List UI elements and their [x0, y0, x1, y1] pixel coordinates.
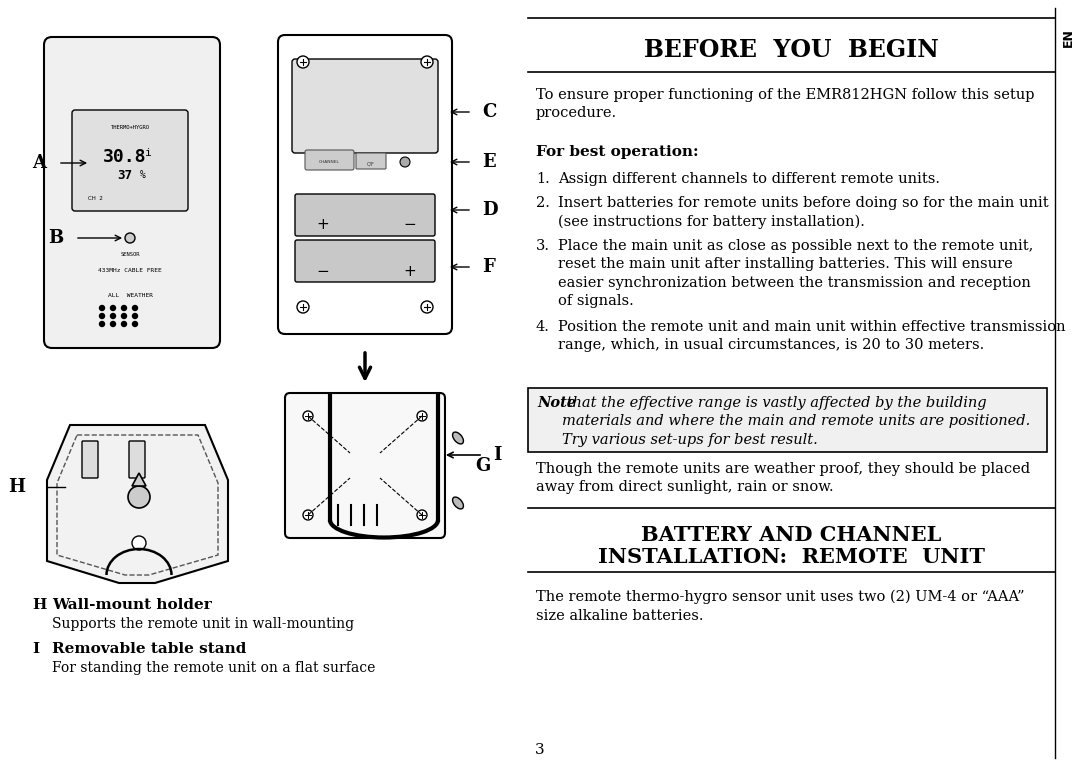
Text: +: + [404, 264, 417, 279]
Text: I: I [492, 446, 501, 464]
Text: INSTALLATION:  REMOTE  UNIT: INSTALLATION: REMOTE UNIT [597, 547, 985, 567]
Text: For standing the remote unit on a flat surface: For standing the remote unit on a flat s… [52, 661, 376, 675]
Text: BATTERY AND CHANNEL: BATTERY AND CHANNEL [640, 525, 941, 545]
Text: To ensure proper functioning of the EMR812HGN follow this setup
procedure.: To ensure proper functioning of the EMR8… [536, 88, 1035, 120]
Text: 4.: 4. [536, 320, 550, 334]
FancyBboxPatch shape [292, 59, 438, 153]
Ellipse shape [453, 497, 463, 509]
Text: The remote thermo-hygro sensor unit uses two (2) UM-4 or “AAA”
size alkaline bat: The remote thermo-hygro sensor unit uses… [536, 590, 1025, 623]
Text: A: A [32, 154, 46, 172]
Circle shape [110, 306, 116, 310]
Circle shape [99, 322, 105, 326]
Circle shape [121, 322, 126, 326]
Text: For best operation:: For best operation: [536, 145, 699, 159]
Text: Insert batteries for remote units before doing so for the main unit
(see instruc: Insert batteries for remote units before… [558, 196, 1049, 229]
Text: ALL  WEATHER: ALL WEATHER [108, 293, 152, 298]
FancyBboxPatch shape [295, 194, 435, 236]
Text: I: I [32, 642, 39, 656]
Circle shape [297, 56, 309, 68]
Circle shape [421, 56, 433, 68]
Text: Removable table stand: Removable table stand [52, 642, 246, 656]
Circle shape [417, 411, 427, 421]
Circle shape [303, 510, 313, 520]
FancyBboxPatch shape [129, 441, 145, 478]
Circle shape [132, 536, 146, 550]
Text: +: + [316, 217, 329, 232]
FancyBboxPatch shape [356, 153, 386, 169]
FancyBboxPatch shape [72, 110, 188, 211]
Circle shape [133, 313, 137, 319]
FancyBboxPatch shape [285, 393, 445, 538]
Text: that the effective range is vastly affected by the building
materials and where : that the effective range is vastly affec… [562, 396, 1030, 447]
Circle shape [110, 322, 116, 326]
Circle shape [99, 313, 105, 319]
Polygon shape [132, 473, 146, 486]
Text: CHANNEL: CHANNEL [319, 160, 339, 164]
Text: Position the remote unit and main unit within effective transmission
range, whic: Position the remote unit and main unit w… [558, 320, 1066, 352]
Text: %: % [140, 170, 146, 180]
Text: THERMO+HYGRO: THERMO+HYGRO [110, 125, 149, 130]
Text: G: G [475, 457, 490, 475]
Text: F: F [482, 258, 495, 276]
Text: 1.: 1. [536, 172, 550, 186]
Text: Note: Note [537, 396, 576, 410]
FancyBboxPatch shape [528, 388, 1047, 452]
Text: 37: 37 [118, 169, 133, 182]
Text: −: − [316, 264, 329, 279]
Text: Though the remote units are weather proof, they should be placed
away from direc: Though the remote units are weather proo… [536, 462, 1030, 494]
Text: −: − [404, 217, 417, 232]
Circle shape [125, 233, 135, 243]
Text: 3.: 3. [536, 239, 550, 253]
FancyBboxPatch shape [295, 240, 435, 282]
Ellipse shape [453, 432, 463, 444]
Circle shape [303, 411, 313, 421]
Polygon shape [48, 425, 228, 583]
FancyBboxPatch shape [278, 35, 453, 334]
FancyBboxPatch shape [82, 441, 98, 478]
Circle shape [121, 306, 126, 310]
Text: H: H [32, 598, 46, 612]
Text: B: B [48, 229, 63, 247]
Text: Place the main unit as close as possible next to the remote unit,
reset the main: Place the main unit as close as possible… [558, 239, 1034, 308]
Text: SENSOR: SENSOR [120, 252, 139, 257]
Text: Assign different channels to different remote units.: Assign different channels to different r… [558, 172, 940, 186]
Text: C: C [482, 103, 497, 121]
Circle shape [129, 486, 150, 508]
Text: 433MHz CABLE FREE: 433MHz CABLE FREE [98, 268, 162, 273]
Text: H: H [8, 478, 25, 496]
FancyBboxPatch shape [44, 37, 220, 348]
Text: i: i [145, 148, 151, 158]
Circle shape [121, 313, 126, 319]
Text: D: D [482, 201, 498, 219]
Text: E: E [482, 153, 496, 171]
Circle shape [400, 157, 410, 167]
Text: 30.8: 30.8 [104, 148, 147, 166]
Circle shape [110, 313, 116, 319]
Text: C/F: C/F [367, 161, 375, 166]
Circle shape [417, 510, 427, 520]
Circle shape [133, 322, 137, 326]
Circle shape [133, 306, 137, 310]
Text: 2.: 2. [536, 196, 550, 210]
Circle shape [421, 301, 433, 313]
Text: 3: 3 [536, 743, 544, 757]
Text: BEFORE  YOU  BEGIN: BEFORE YOU BEGIN [644, 38, 939, 62]
Text: Supports the remote unit in wall-mounting: Supports the remote unit in wall-mountin… [52, 617, 354, 631]
Circle shape [297, 301, 309, 313]
Circle shape [99, 306, 105, 310]
FancyBboxPatch shape [305, 150, 354, 170]
Text: CH  2: CH 2 [87, 196, 103, 201]
Text: EN: EN [1062, 28, 1075, 47]
Text: Wall-mount holder: Wall-mount holder [52, 598, 212, 612]
